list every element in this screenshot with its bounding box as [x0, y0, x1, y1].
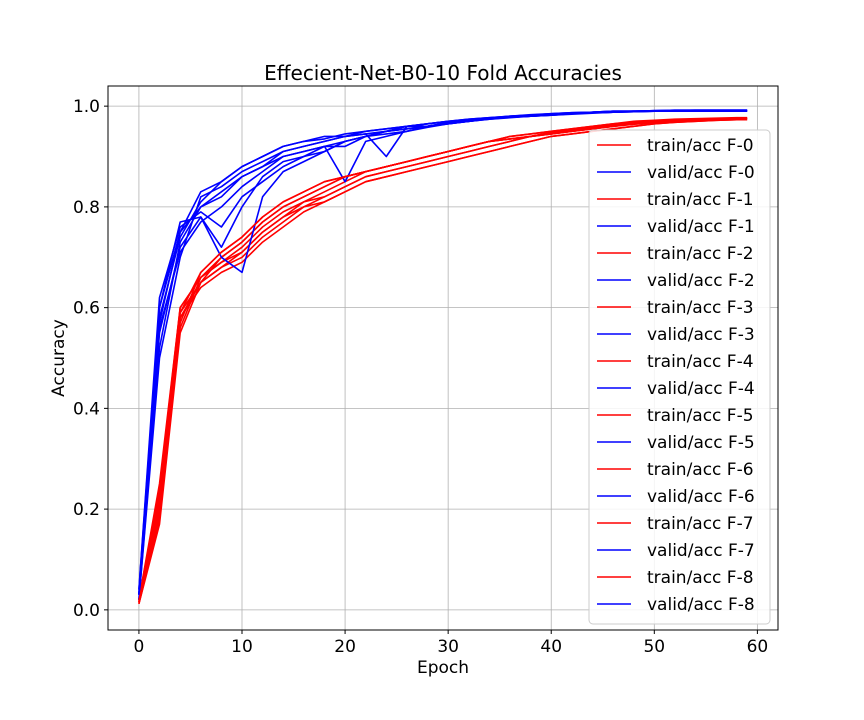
legend-label: valid/acc F-0 — [647, 163, 755, 183]
legend-box — [588, 129, 771, 625]
legend-label: train/acc F-0 — [647, 136, 754, 156]
series-lines — [138, 109, 748, 605]
series-line-train-acc-f-8 — [138, 117, 748, 603]
chart-title: Effecient-Net-B0-10 Fold Accuracies — [264, 61, 622, 85]
x-tick-label: 60 — [747, 637, 769, 657]
legend-label: train/acc F-7 — [647, 514, 754, 534]
x-axis-label: Epoch — [417, 658, 469, 678]
y-tick-label: 0.4 — [73, 399, 100, 419]
legend-label: train/acc F-4 — [647, 352, 754, 372]
y-tick-label: 0.6 — [73, 299, 100, 319]
legend: train/acc F-0 valid/acc F-0 train/acc F-1 v… — [588, 129, 771, 625]
x-tick-label: 20 — [334, 637, 356, 657]
legend-label: valid/acc F-5 — [647, 433, 755, 453]
legend-label: valid/acc F-6 — [647, 487, 755, 507]
legend-label: train/acc F-8 — [647, 568, 754, 588]
plot-frame — [107, 85, 779, 631]
series-line-train-acc-f-7 — [138, 118, 748, 601]
legend-label: train/acc F-5 — [647, 406, 754, 426]
legend-label: train/acc F-1 — [647, 190, 754, 210]
y-axis-ticks: 0.0 0.2 0.4 0.6 0.8 1.0 — [73, 97, 108, 621]
x-tick-label: 40 — [540, 637, 562, 657]
y-tick-label: 0.8 — [73, 198, 100, 218]
x-tick-label: 10 — [231, 637, 253, 657]
x-tick-label: 30 — [437, 637, 459, 657]
legend-label: valid/acc F-7 — [647, 541, 755, 561]
series-line-valid-acc-f-8 — [138, 109, 748, 595]
legend-label: valid/acc F-2 — [647, 271, 755, 291]
legend-label: valid/acc F-3 — [647, 325, 755, 345]
y-axis-label: Accuracy — [49, 319, 69, 397]
legend-label: valid/acc F-1 — [647, 217, 755, 237]
y-tick-label: 0.2 — [73, 500, 100, 520]
x-tick-label: 0 — [134, 637, 145, 657]
y-tick-label: 1.0 — [73, 97, 100, 117]
x-axis-ticks: 0 10 20 30 40 50 60 — [134, 630, 769, 657]
legend-label: valid/acc F-8 — [647, 595, 755, 615]
legend-label: train/acc F-6 — [647, 460, 754, 480]
legend-label: train/acc F-3 — [647, 298, 754, 318]
x-tick-label: 50 — [643, 637, 665, 657]
series-line-train-acc-f-5 — [138, 118, 748, 600]
legend-label: valid/acc F-4 — [647, 379, 755, 399]
y-tick-label: 0.0 — [73, 601, 100, 621]
legend-label: train/acc F-2 — [647, 244, 754, 264]
